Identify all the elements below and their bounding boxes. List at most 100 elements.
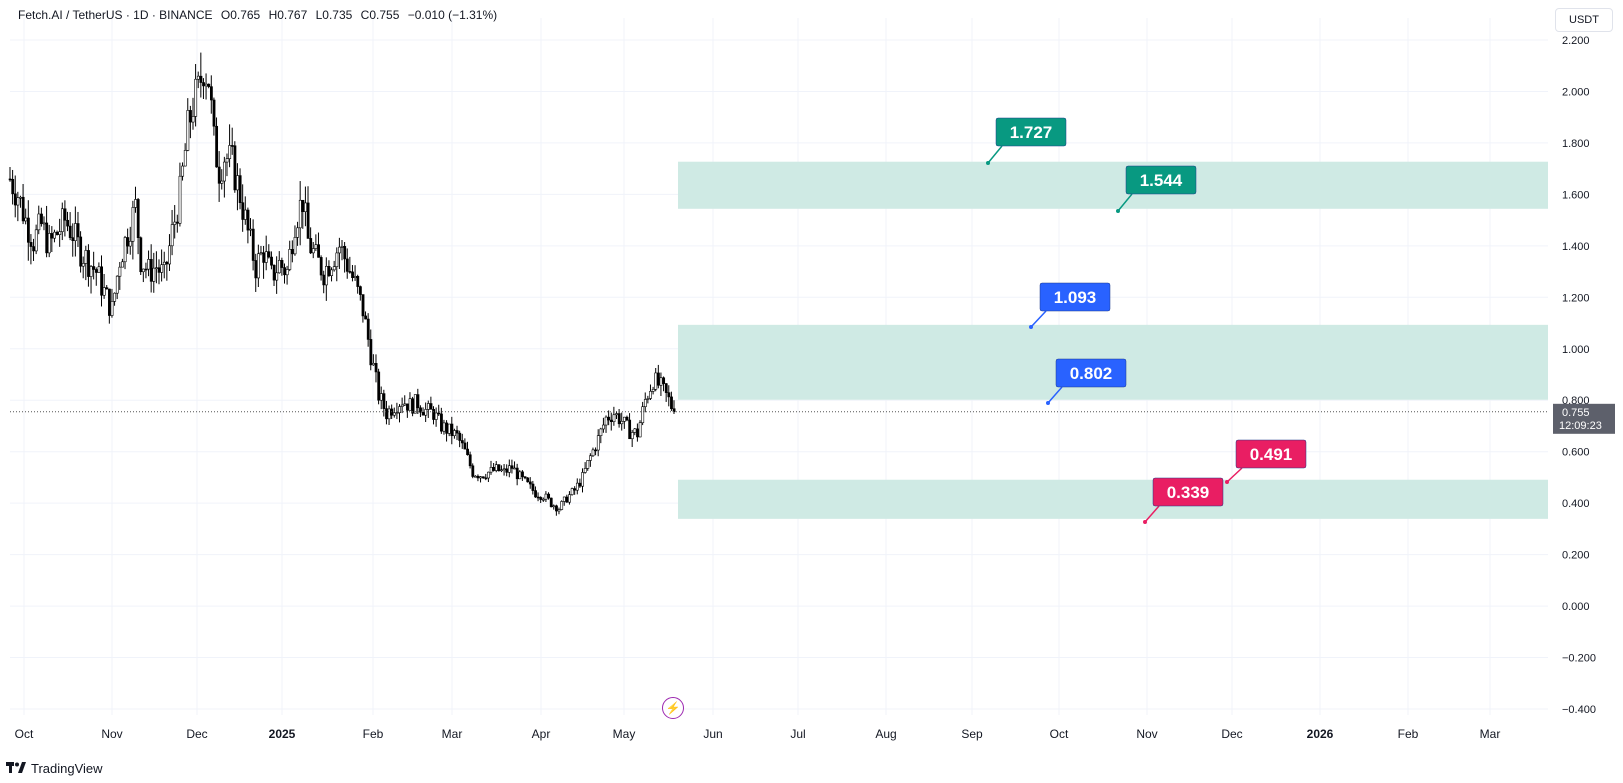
- candle[interactable]: [361, 294, 365, 317]
- candle[interactable]: [144, 268, 148, 271]
- candle[interactable]: [189, 110, 192, 123]
- candle[interactable]: [476, 475, 480, 479]
- candle[interactable]: [100, 266, 103, 296]
- candle[interactable]: [565, 496, 569, 503]
- candle[interactable]: [528, 481, 532, 485]
- candle[interactable]: [16, 197, 20, 206]
- candle[interactable]: [113, 292, 117, 302]
- candle[interactable]: [178, 175, 182, 224]
- candle[interactable]: [583, 468, 587, 473]
- candle[interactable]: [50, 233, 54, 239]
- candle[interactable]: [638, 422, 642, 438]
- candle[interactable]: [94, 269, 98, 273]
- candle[interactable]: [502, 468, 506, 471]
- candle[interactable]: [549, 497, 553, 507]
- candle[interactable]: [74, 223, 77, 241]
- candle[interactable]: [183, 150, 187, 167]
- candle[interactable]: [578, 482, 582, 487]
- candle[interactable]: [654, 372, 658, 390]
- candle[interactable]: [220, 180, 224, 184]
- candle[interactable]: [643, 399, 647, 408]
- candle[interactable]: [136, 199, 140, 239]
- candle[interactable]: [338, 246, 341, 254]
- candle[interactable]: [34, 229, 38, 252]
- candle[interactable]: [607, 416, 611, 421]
- candle[interactable]: [555, 505, 558, 512]
- candle[interactable]: [343, 246, 347, 260]
- candle[interactable]: [97, 266, 101, 273]
- candle[interactable]: [366, 318, 370, 340]
- target-label-box[interactable]: [1055, 358, 1127, 388]
- candle[interactable]: [283, 267, 286, 276]
- candle[interactable]: [510, 465, 514, 469]
- candle[interactable]: [139, 237, 143, 273]
- candle[interactable]: [657, 372, 660, 386]
- candle[interactable]: [87, 250, 90, 277]
- candle[interactable]: [319, 257, 323, 276]
- candle[interactable]: [108, 288, 111, 316]
- candle[interactable]: [330, 269, 334, 276]
- candle[interactable]: [204, 83, 208, 87]
- candle[interactable]: [272, 264, 276, 281]
- candle[interactable]: [670, 396, 673, 410]
- candle[interactable]: [160, 264, 164, 273]
- candle[interactable]: [207, 83, 211, 87]
- candle[interactable]: [270, 256, 273, 266]
- candle[interactable]: [434, 412, 438, 420]
- candle[interactable]: [40, 213, 43, 224]
- target-label-box[interactable]: [1152, 477, 1224, 507]
- candle[interactable]: [672, 408, 676, 413]
- candle[interactable]: [599, 428, 603, 436]
- candle[interactable]: [241, 202, 245, 220]
- candle[interactable]: [118, 266, 122, 277]
- candle[interactable]: [356, 276, 360, 287]
- candle[interactable]: [508, 465, 511, 473]
- candle[interactable]: [76, 223, 80, 238]
- candle[interactable]: [586, 460, 590, 469]
- candle[interactable]: [612, 414, 616, 423]
- candle[interactable]: [406, 403, 409, 411]
- candle[interactable]: [500, 469, 503, 472]
- candle[interactable]: [249, 228, 253, 231]
- candle[interactable]: [259, 252, 263, 255]
- candle[interactable]: [246, 209, 250, 231]
- candle[interactable]: [81, 263, 85, 267]
- candle[interactable]: [66, 219, 70, 227]
- candle[interactable]: [257, 253, 260, 279]
- candle[interactable]: [492, 466, 496, 471]
- candle[interactable]: [21, 196, 25, 222]
- candle[interactable]: [165, 261, 169, 265]
- candle[interactable]: [432, 409, 435, 420]
- candle[interactable]: [134, 199, 137, 208]
- candle[interactable]: [489, 466, 493, 473]
- candle[interactable]: [170, 224, 174, 247]
- target-zone[interactable]: [678, 479, 1548, 519]
- candle[interactable]: [403, 403, 407, 406]
- candle[interactable]: [142, 268, 145, 273]
- candle[interactable]: [531, 483, 535, 491]
- candle[interactable]: [325, 265, 328, 286]
- target-label-box[interactable]: [1039, 282, 1111, 312]
- candle[interactable]: [353, 276, 357, 278]
- tradingview-branding[interactable]: TradingView: [6, 759, 103, 777]
- candle[interactable]: [157, 267, 161, 273]
- currency-button[interactable]: USDT: [1555, 8, 1613, 32]
- candle[interactable]: [560, 501, 564, 510]
- candle[interactable]: [348, 271, 352, 273]
- candle[interactable]: [544, 493, 548, 500]
- candle[interactable]: [63, 208, 67, 221]
- candle[interactable]: [369, 339, 373, 366]
- candle[interactable]: [445, 422, 449, 434]
- candle[interactable]: [264, 251, 268, 263]
- candle[interactable]: [332, 266, 336, 271]
- candle[interactable]: [105, 287, 109, 290]
- candle[interactable]: [617, 413, 621, 425]
- candle[interactable]: [288, 249, 292, 270]
- candle[interactable]: [437, 412, 441, 415]
- candle[interactable]: [623, 416, 626, 422]
- candle[interactable]: [573, 488, 577, 491]
- candle[interactable]: [128, 240, 132, 247]
- candle[interactable]: [392, 412, 396, 416]
- candle[interactable]: [453, 430, 456, 437]
- candle[interactable]: [230, 145, 234, 147]
